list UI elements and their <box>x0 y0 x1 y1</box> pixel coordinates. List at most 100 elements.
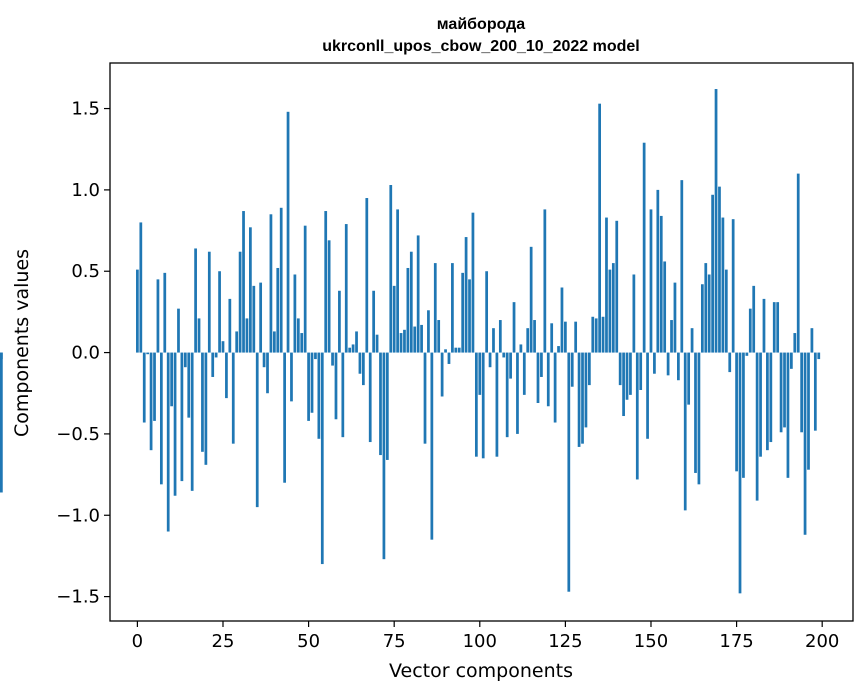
bar <box>310 352 314 413</box>
bar <box>338 290 341 353</box>
bar <box>516 352 519 434</box>
bar <box>259 282 263 353</box>
bar <box>772 302 776 353</box>
bar <box>509 352 512 379</box>
bar <box>399 333 403 353</box>
bar <box>625 352 629 400</box>
bar <box>646 352 649 439</box>
bar <box>478 352 482 395</box>
bar <box>276 267 280 353</box>
bar <box>567 352 571 592</box>
bar <box>611 263 615 353</box>
y-axis-label: Components values <box>11 249 33 437</box>
bar <box>385 352 389 460</box>
bar <box>211 352 215 377</box>
bar <box>389 185 393 353</box>
bar <box>372 290 376 353</box>
bar <box>396 209 399 353</box>
bar <box>622 352 625 417</box>
bar <box>187 352 191 418</box>
bar <box>738 352 742 594</box>
bar <box>659 215 663 353</box>
bar <box>783 352 786 428</box>
bar <box>266 352 269 394</box>
bar <box>608 269 612 353</box>
y-tick-label: −1.5 <box>56 587 100 608</box>
bar <box>718 186 721 353</box>
bar <box>803 352 807 535</box>
bar <box>269 214 273 353</box>
bar <box>365 198 369 353</box>
bar <box>793 333 797 353</box>
bar <box>683 352 687 511</box>
bar <box>546 352 550 407</box>
bar <box>471 212 475 353</box>
bar <box>207 251 211 353</box>
x-tick-label: 100 <box>463 631 497 652</box>
bar <box>697 352 701 485</box>
bar <box>529 246 533 353</box>
bar <box>177 308 180 353</box>
bar <box>474 352 478 457</box>
x-tick-label: 0 <box>132 631 143 652</box>
y-axis-ticks: −1.5 −1.0 −0.5 0.0 0.5 1.0 1.5 <box>56 99 110 608</box>
bar <box>197 318 201 353</box>
bars-layer <box>0 89 821 594</box>
bar <box>314 352 317 360</box>
bar <box>769 352 773 443</box>
bar <box>368 352 372 443</box>
chart-subtitle: ukrconll_upos_cbow_200_10_2022 model <box>322 38 639 55</box>
x-tick-label: 50 <box>297 631 320 652</box>
x-tick-label: 175 <box>719 631 753 652</box>
bar <box>362 352 365 386</box>
bar <box>218 271 221 353</box>
bar <box>279 207 283 353</box>
bar <box>591 316 595 353</box>
bar <box>742 352 745 478</box>
bar <box>461 272 465 353</box>
bar <box>639 352 643 390</box>
y-tick-label: −0.5 <box>56 424 100 445</box>
bar <box>577 352 581 447</box>
bar <box>255 352 259 508</box>
bar <box>704 263 708 353</box>
bar <box>581 352 584 444</box>
bar <box>293 274 297 353</box>
bar <box>481 352 485 459</box>
bar <box>201 352 204 452</box>
y-tick-label: 1.5 <box>71 99 100 120</box>
bar <box>721 217 725 353</box>
bar <box>505 352 509 438</box>
bar <box>540 352 543 377</box>
bar <box>519 344 523 353</box>
bar <box>663 261 667 353</box>
bar <box>392 285 396 353</box>
bar <box>320 352 324 565</box>
bar <box>492 328 495 353</box>
bar <box>526 328 530 353</box>
bar <box>666 352 670 376</box>
bar <box>440 352 444 397</box>
chart-title: майборода <box>437 16 526 33</box>
x-axis-ticks: 0 25 50 75 100 125 150 175 200 <box>132 621 839 652</box>
bar <box>242 211 245 353</box>
bar <box>570 352 574 387</box>
bar <box>272 331 276 353</box>
y-tick-label: 0.5 <box>71 261 100 282</box>
x-tick-label: 125 <box>548 631 582 652</box>
bar <box>166 352 170 532</box>
bar <box>653 352 656 374</box>
bar <box>731 219 735 353</box>
bar <box>382 352 386 560</box>
bar <box>495 352 499 457</box>
y-tick-label: 0.0 <box>71 343 100 364</box>
bar <box>584 352 588 428</box>
bar <box>533 320 536 353</box>
bar <box>656 189 660 353</box>
bar <box>163 272 167 353</box>
bar <box>286 111 290 353</box>
bar <box>173 352 177 496</box>
bar <box>235 331 239 353</box>
